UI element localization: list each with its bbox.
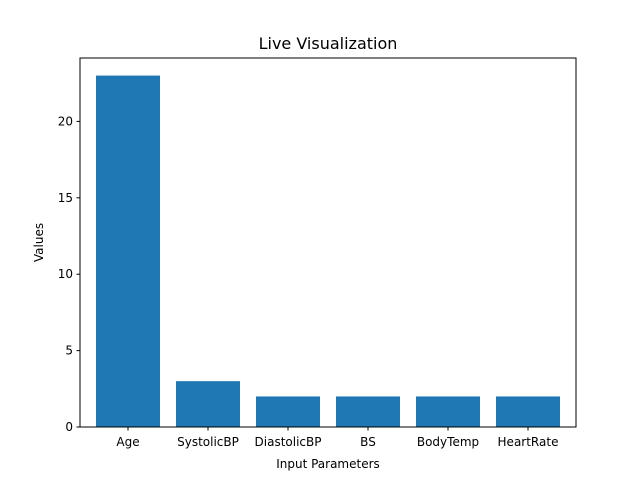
bars-group [96,75,560,428]
bar-bodytemp [416,396,480,427]
y-axis-ticks: 0 5 10 15 20 [58,114,80,434]
bar-diastolicbp [256,396,320,427]
y-tick-label: 5 [65,344,73,358]
x-axis-label: Input Parameters [276,457,380,471]
plot-frame [79,57,577,428]
y-tick-label: 20 [58,114,73,128]
y-tick-label: 0 [65,420,73,434]
x-tick-label: DiastolicBP [255,435,322,449]
x-tick-label: BodyTemp [417,435,479,449]
x-tick-label: SystolicBP [177,435,239,449]
chart-title: Live Visualization [259,34,398,53]
bar-bs [336,396,400,427]
bar-heartrate [496,396,560,427]
x-tick-label: Age [116,435,139,449]
y-tick-label: 15 [58,191,73,205]
x-tick-label: BS [360,435,376,449]
bar-age [96,75,160,428]
y-axis-label: Values [32,223,46,262]
bar-systolicbp [176,381,240,427]
x-axis-ticks: Age SystolicBP DiastolicBP BS BodyTemp HeartR… [116,427,558,449]
y-tick-label: 10 [58,267,73,281]
x-tick-label: HeartRate [498,435,559,449]
